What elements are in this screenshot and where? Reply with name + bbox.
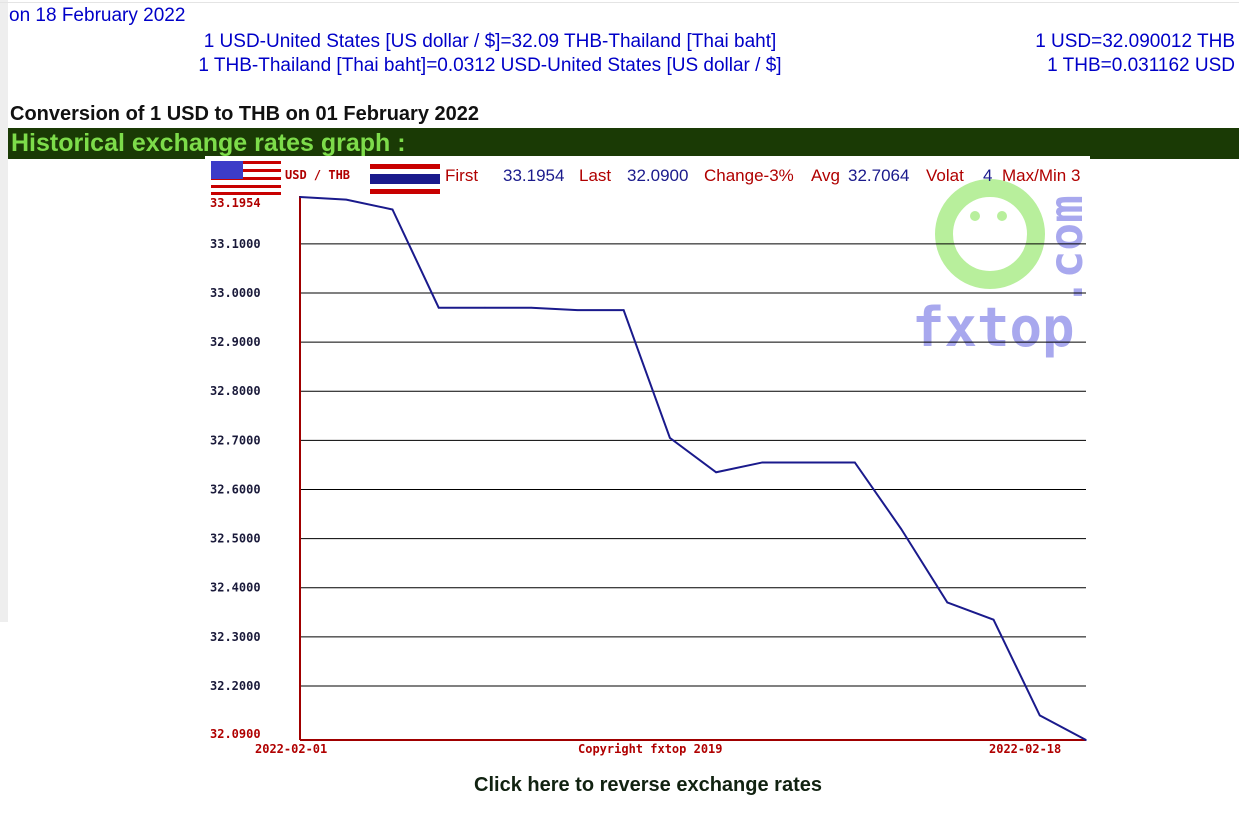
y-tick-label: 33.1000 <box>210 237 261 251</box>
stat-last-label: Last <box>579 166 611 185</box>
stat-maxmin: Max/Min 3 <box>1002 166 1080 185</box>
data-point <box>484 306 486 309</box>
data-point <box>761 461 764 464</box>
graph-section-title: Historical exchange rates graph : <box>8 128 1239 159</box>
y-tick-label: 32.8000 <box>210 384 261 398</box>
data-point <box>1038 714 1041 717</box>
precise-rate-thb: 1 THB=0.031162 USD <box>1047 55 1235 76</box>
data-point <box>900 527 902 530</box>
data-point <box>715 471 717 474</box>
data-point <box>576 309 579 311</box>
series-line-usd-thb <box>299 196 1087 741</box>
stat-avg-value: 32.7064 <box>848 166 909 185</box>
x-start-label: 2022-02-01 <box>255 742 327 756</box>
data-point <box>669 437 671 439</box>
data-point <box>345 198 348 201</box>
chart-copyright: Copyright fxtop 2019 <box>578 742 723 756</box>
rate-thb-to-usd: 1 THB-Thailand [Thai baht]=0.0312 USD-Un… <box>198 55 782 76</box>
us-flag-icon <box>211 161 281 195</box>
y-tick-label: 32.3000 <box>210 630 261 644</box>
series-points <box>299 196 1087 741</box>
chart-legend-header: USD / THB First 33.1954 Last 32.0900 Cha… <box>211 156 1090 200</box>
stat-last-value: 32.0900 <box>627 166 688 185</box>
y-tick-label: 32.9000 <box>210 335 261 349</box>
chart-background <box>205 156 1090 760</box>
left-margin-strip <box>0 0 8 622</box>
data-point <box>437 306 440 309</box>
stat-avg-label: Avg <box>811 166 840 185</box>
data-point <box>992 618 995 621</box>
stat-first-value: 33.1954 <box>503 166 564 185</box>
y-axis-ticks: 33.1954 33.1000 33.0000 32.9000 32.8000 32.70… <box>210 196 261 741</box>
stat-first-label: First <box>445 166 478 185</box>
data-point <box>391 208 394 211</box>
y-tick-label: 32.4000 <box>210 581 261 595</box>
data-point <box>946 601 949 604</box>
data-point <box>807 461 810 464</box>
chart-stats-line: First 33.1954 Last 32.0900 Change-3% Avg… <box>445 166 1080 185</box>
precise-rates: 1 USD=32.090012 THB 1 THB=0.031162 USD <box>1035 30 1235 78</box>
stat-change: Change-3% <box>704 166 794 185</box>
data-point <box>622 309 625 311</box>
smiley-eye-left <box>970 211 980 221</box>
rate-usd-to-thb: 1 USD-United States [US dollar / $]=32.0… <box>203 31 777 52</box>
y-tick-label: 33.0000 <box>210 286 261 300</box>
rate-date: on 18 February 2022 <box>9 5 186 26</box>
exchange-rate-chart: fxtop .com USD / THB First 33.1954 Last … <box>205 156 1090 760</box>
y-tick-label: 32.0900 <box>210 727 261 741</box>
conversion-heading: Conversion of 1 USD to THB on 01 Februar… <box>10 103 479 125</box>
reverse-rates-link[interactable]: Click here to reverse exchange rates <box>474 774 822 796</box>
stat-volat-value: 4 <box>983 166 992 185</box>
chart-gridlines <box>300 243 1086 687</box>
data-point <box>299 196 301 198</box>
data-point <box>854 461 856 464</box>
y-tick-label: 32.2000 <box>210 679 261 693</box>
y-tick-label: 32.5000 <box>210 532 261 546</box>
y-tick-label: 32.6000 <box>210 482 261 496</box>
data-point <box>1085 739 1087 741</box>
rate-descriptions: 1 USD-United States [US dollar / $]=32.0… <box>100 30 880 78</box>
smiley-eye-right <box>997 211 1007 221</box>
y-tick-label: 32.7000 <box>210 433 261 447</box>
watermark-domain: .com <box>1039 195 1090 306</box>
top-divider <box>0 2 1239 3</box>
y-tick-label: 33.1954 <box>210 196 261 210</box>
watermark-text: fxtop <box>912 296 1075 359</box>
smiley-watermark-icon <box>935 179 1045 289</box>
thai-flag-icon <box>370 164 440 194</box>
x-end-label: 2022-02-18 <box>989 742 1061 756</box>
data-point <box>530 306 532 309</box>
precise-rate-usd: 1 USD=32.090012 THB <box>1035 31 1235 52</box>
pair-label: USD / THB <box>285 168 350 182</box>
stat-volat-label: Volat <box>926 166 964 185</box>
fxtop-watermark: fxtop .com <box>912 179 1090 359</box>
